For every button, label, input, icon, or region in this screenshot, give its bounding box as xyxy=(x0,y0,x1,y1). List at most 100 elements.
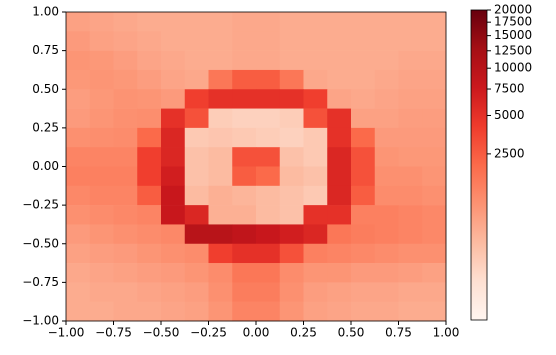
heatmap-cell xyxy=(161,69,186,90)
heatmap-cell xyxy=(137,12,162,32)
x-tick-label: −0.25 xyxy=(190,326,227,340)
heatmap-cell xyxy=(351,224,376,245)
heatmap-cell xyxy=(279,166,304,187)
heatmap-cell xyxy=(256,282,281,302)
heatmap-cell xyxy=(232,263,257,283)
heatmap-cell xyxy=(66,224,91,245)
heatmap-cell xyxy=(184,243,209,264)
heatmap-cell xyxy=(137,301,162,322)
heatmap-cell xyxy=(327,205,352,225)
heatmap-cell xyxy=(184,282,209,302)
heatmap-cell xyxy=(232,127,257,148)
heatmap-cell xyxy=(137,282,162,302)
heatmap-cell xyxy=(208,127,233,148)
heatmap-cell xyxy=(113,147,138,167)
heatmap-cell xyxy=(89,166,114,187)
heatmap-cell xyxy=(232,50,257,71)
heatmap-cell xyxy=(66,166,91,187)
heatmap-cell xyxy=(66,69,91,90)
heatmap-cell xyxy=(374,89,399,109)
heatmap-cell xyxy=(303,31,328,51)
heatmap-cell xyxy=(66,301,91,322)
heatmap-cell xyxy=(232,12,257,32)
heatmap-cell xyxy=(208,147,233,167)
heatmap-cell xyxy=(161,282,186,302)
heatmap-cell xyxy=(303,147,328,167)
heatmap-cell xyxy=(279,127,304,148)
heatmap-cell xyxy=(66,89,91,109)
heatmap-cell xyxy=(137,185,162,206)
heatmap-cell xyxy=(66,108,91,129)
heatmap-cell xyxy=(422,89,447,109)
heatmap-cell xyxy=(184,89,209,109)
heatmap-cell xyxy=(279,224,304,245)
heatmap-cell xyxy=(303,243,328,264)
heatmap-cell xyxy=(184,50,209,71)
heatmap-cell xyxy=(256,89,281,109)
heatmap-cell xyxy=(89,147,114,167)
heatmap-cell xyxy=(374,69,399,90)
heatmap-cell xyxy=(161,205,186,225)
heatmap-cell xyxy=(327,166,352,187)
heatmap-cell xyxy=(422,127,447,148)
heatmap-cell xyxy=(89,243,114,264)
x-tick-label: 1.00 xyxy=(433,326,460,340)
heatmap-cell xyxy=(208,243,233,264)
heatmap-cell xyxy=(422,166,447,187)
heatmap-cell xyxy=(303,205,328,225)
heatmap-cell xyxy=(161,12,186,32)
x-tick-label: −0.50 xyxy=(143,326,180,340)
heatmap-cell xyxy=(232,147,257,167)
heatmap-cell xyxy=(374,243,399,264)
heatmap-cell xyxy=(279,147,304,167)
heatmap-cell xyxy=(303,282,328,302)
heatmap-cell xyxy=(208,301,233,322)
colorbar-tick-label: 17500 xyxy=(494,15,532,29)
heatmap-cell xyxy=(232,243,257,264)
heatmap-cell xyxy=(351,127,376,148)
heatmap-cell xyxy=(303,50,328,71)
heatmap-cell xyxy=(89,205,114,225)
heatmap-cell xyxy=(256,263,281,283)
heatmap-cell xyxy=(398,243,423,264)
heatmap-cell xyxy=(208,108,233,129)
colorbar-tick-label: 20000 xyxy=(494,3,532,17)
y-tick-label: −1.00 xyxy=(22,314,59,328)
heatmap-cell xyxy=(184,127,209,148)
heatmap-cell xyxy=(351,50,376,71)
heatmap-cell xyxy=(232,89,257,109)
colorbar-tick-label: 5000 xyxy=(494,108,525,122)
heatmap-cell xyxy=(232,205,257,225)
heatmap-cell xyxy=(66,127,91,148)
heatmap-cell xyxy=(398,301,423,322)
heatmap-cell xyxy=(113,12,138,32)
heatmap-cell xyxy=(351,108,376,129)
y-tick-label: −0.50 xyxy=(22,236,59,250)
heatmap-cell xyxy=(208,50,233,71)
heatmap-cell xyxy=(208,69,233,90)
heatmap-cell xyxy=(89,301,114,322)
heatmap-cell xyxy=(137,50,162,71)
heatmap-cell xyxy=(303,185,328,206)
heatmap-cell xyxy=(279,89,304,109)
heatmap-cell xyxy=(232,69,257,90)
x-tick-label: 0.50 xyxy=(338,326,365,340)
heatmap-cell xyxy=(351,263,376,283)
x-tick-label: 0.00 xyxy=(243,326,270,340)
heatmap-cell xyxy=(137,224,162,245)
heatmap-cell xyxy=(256,224,281,245)
heatmap-cell xyxy=(256,127,281,148)
heatmap-cell xyxy=(137,108,162,129)
heatmap-cell xyxy=(232,282,257,302)
heatmap-cell xyxy=(113,205,138,225)
heatmap-cell xyxy=(256,205,281,225)
heatmap-cell xyxy=(279,263,304,283)
heatmap-cell xyxy=(137,31,162,51)
heatmap-cell xyxy=(232,224,257,245)
heatmap-cell xyxy=(137,147,162,167)
heatmap-cell xyxy=(184,263,209,283)
heatmap-cell xyxy=(374,205,399,225)
heatmap-cell xyxy=(327,263,352,283)
heatmap-cell xyxy=(137,69,162,90)
